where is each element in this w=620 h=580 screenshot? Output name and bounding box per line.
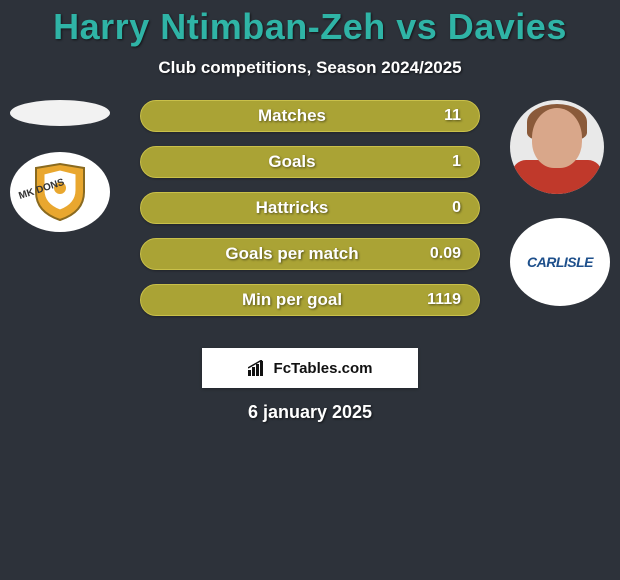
- footer-brand-text: FcTables.com: [274, 360, 373, 377]
- stat-label: Goals: [159, 152, 425, 172]
- stat-row: Goals 1: [140, 146, 480, 178]
- stat-value: 0: [425, 199, 461, 217]
- stat-label: Matches: [159, 106, 425, 126]
- stat-row: Hattricks 0: [140, 192, 480, 224]
- player-right-club-badge: CARLISLE: [510, 218, 610, 306]
- stat-label: Hattricks: [159, 198, 425, 218]
- stat-row: Min per goal 1119: [140, 284, 480, 316]
- avatar-face: [532, 108, 582, 168]
- subtitle: Club competitions, Season 2024/2025: [0, 58, 620, 78]
- stat-row: Matches 11: [140, 100, 480, 132]
- player-right-column: CARLISLE: [510, 100, 610, 306]
- date-label: 6 january 2025: [0, 402, 620, 423]
- player-right-avatar: [510, 100, 604, 194]
- stat-value: 11: [425, 107, 461, 125]
- player-left-column: MK DONS: [10, 100, 110, 232]
- club-badge-text: CARLISLE: [527, 254, 593, 270]
- player-left-club-badge: MK DONS: [10, 152, 110, 232]
- stat-value: 1: [425, 153, 461, 171]
- page-title: Harry Ntimban-Zeh vs Davies: [0, 6, 620, 48]
- footer-brand[interactable]: FcTables.com: [202, 348, 418, 388]
- stat-value: 0.09: [425, 245, 461, 263]
- stat-rows: Matches 11 Goals 1 Hattricks 0 Goals per…: [140, 100, 480, 330]
- stat-label: Goals per match: [159, 244, 425, 264]
- stat-value: 1119: [425, 291, 461, 309]
- player-left-avatar: [10, 100, 110, 126]
- stat-row: Goals per match 0.09: [140, 238, 480, 270]
- bar-chart-icon: [248, 360, 268, 376]
- comparison-card: Harry Ntimban-Zeh vs Davies Club competi…: [0, 0, 620, 423]
- stats-area: MK DONS Matches 11 Goals 1 Hattricks 0 G…: [0, 100, 620, 340]
- stat-label: Min per goal: [159, 290, 425, 310]
